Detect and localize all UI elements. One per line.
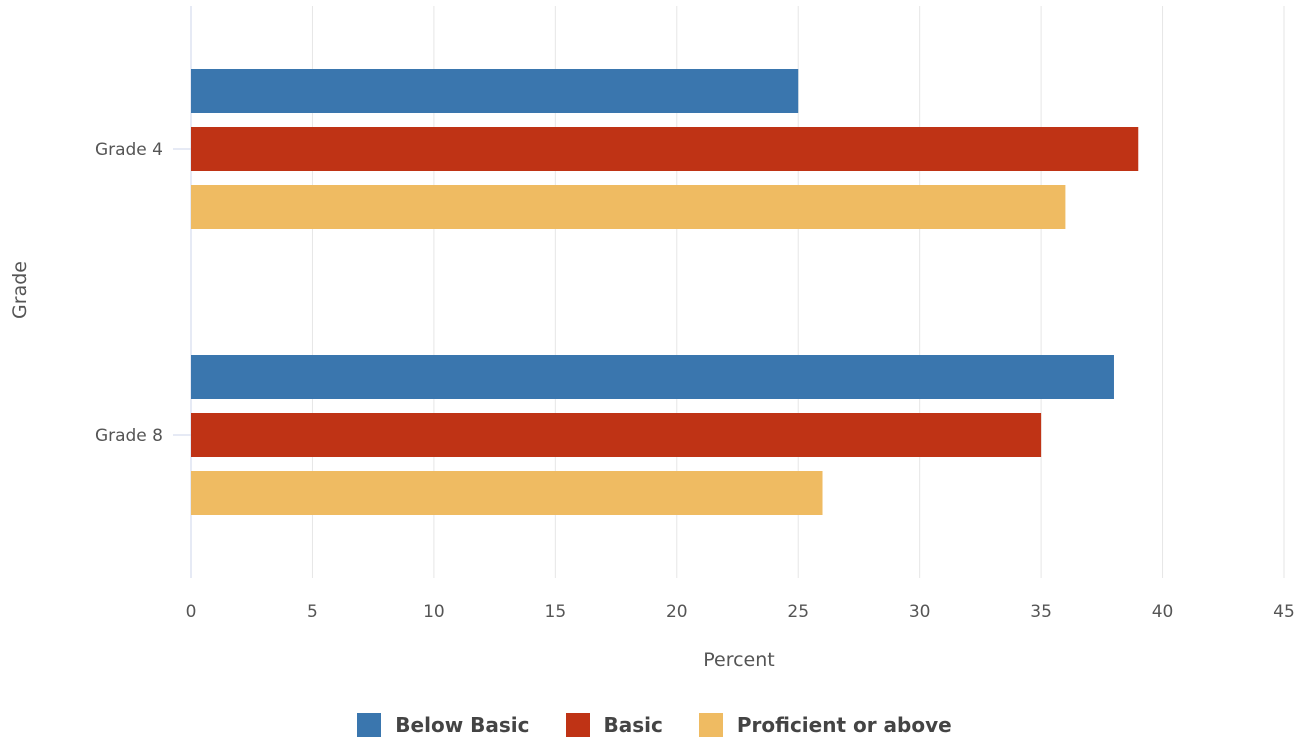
x-tick-label: 0 bbox=[186, 602, 197, 622]
legend-item[interactable]: Below Basic bbox=[357, 713, 530, 737]
legend-swatch bbox=[357, 713, 382, 737]
legend-swatch bbox=[698, 713, 723, 737]
y-tick-label: Grade 8 bbox=[95, 426, 163, 446]
x-tick-label: 20 bbox=[666, 602, 688, 622]
y-axis-title: Grade bbox=[9, 261, 31, 319]
bar bbox=[191, 413, 1042, 457]
legend: Below Basic Basic Proficient or above bbox=[0, 708, 1309, 742]
bar bbox=[191, 471, 823, 515]
x-tick-label: 40 bbox=[1152, 602, 1174, 622]
legend-label: Below Basic bbox=[395, 713, 530, 737]
x-tick-label: 45 bbox=[1273, 602, 1295, 622]
bars bbox=[191, 69, 1139, 515]
bar bbox=[191, 355, 1114, 399]
legend-item[interactable]: Basic bbox=[565, 713, 663, 737]
legend-label: Proficient or above bbox=[736, 713, 952, 737]
x-tick-label: 30 bbox=[909, 602, 931, 622]
bar bbox=[191, 127, 1139, 171]
x-tick-label: 10 bbox=[423, 602, 445, 622]
legend-swatch bbox=[565, 713, 590, 737]
axes: 0 5 10 15 20 25 30 35 40 45 Grade 4 Grade 8 bbox=[95, 140, 1295, 622]
chart: 0 5 10 15 20 25 30 35 40 45 Grade 4 Grade 8 Percent… bbox=[9, 6, 1295, 671]
x-tick-label: 5 bbox=[307, 602, 318, 622]
x-tick-label: 25 bbox=[787, 602, 809, 622]
x-tick-label: 15 bbox=[545, 602, 567, 622]
x-axis-title: Percent bbox=[703, 649, 775, 671]
bar bbox=[191, 185, 1066, 229]
x-tick-label: 35 bbox=[1030, 602, 1052, 622]
legend-item[interactable]: Proficient or above bbox=[698, 713, 952, 737]
y-tick-label: Grade 4 bbox=[95, 140, 163, 160]
bar bbox=[191, 69, 799, 113]
legend-label: Basic bbox=[603, 713, 663, 737]
